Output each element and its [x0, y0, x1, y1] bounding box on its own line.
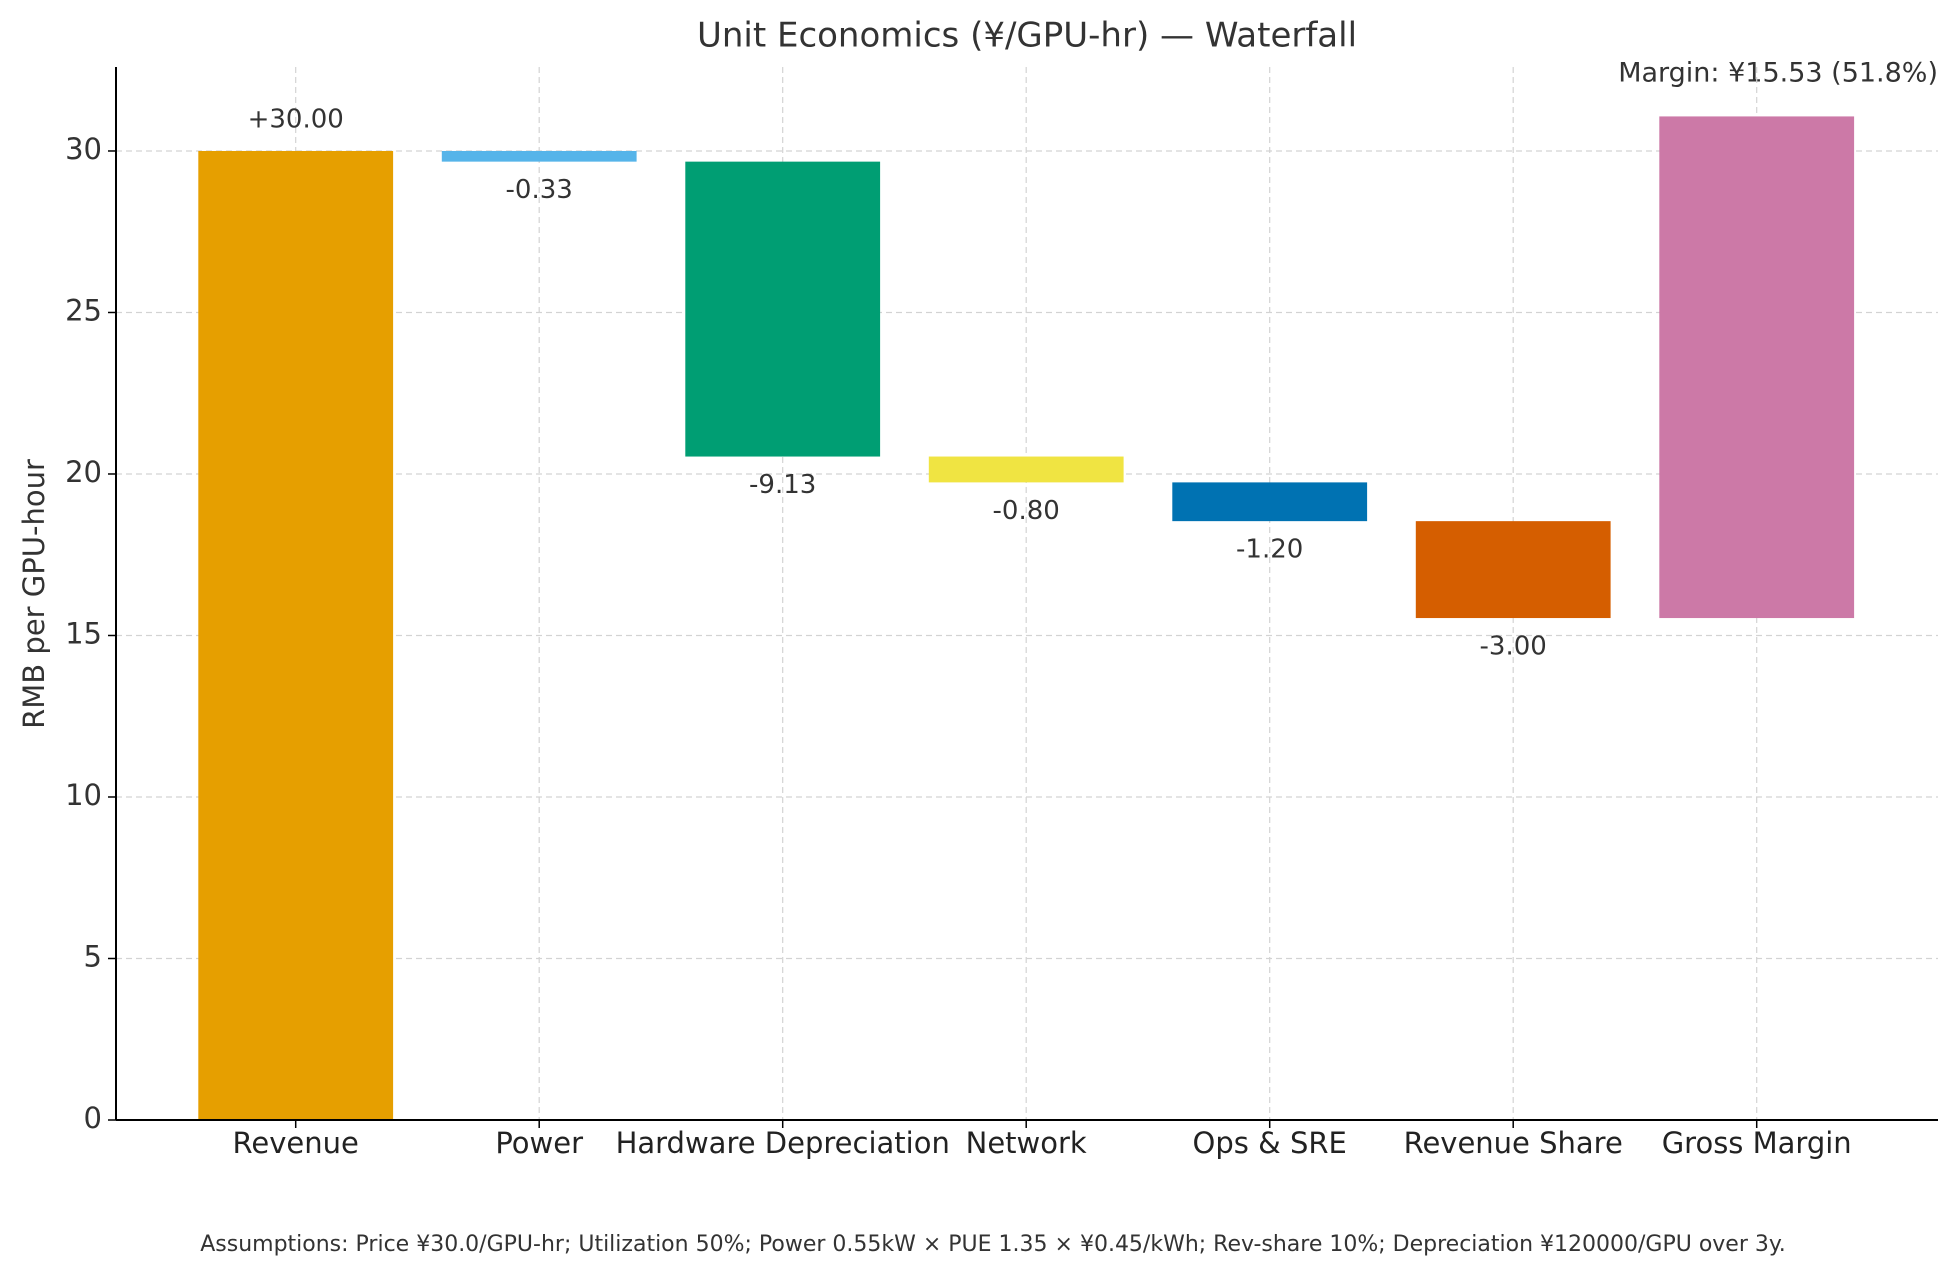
y-tick-label: 5 — [84, 939, 102, 973]
y-tick-label: 20 — [65, 455, 102, 489]
value-label: +30.00 — [248, 104, 344, 134]
bar — [928, 456, 1124, 483]
bar — [1415, 521, 1611, 619]
y-axis-label: RMB per GPU-hour — [17, 459, 51, 729]
footnote: Assumptions: Price ¥30.0/GPU-hr; Utiliza… — [200, 1232, 1786, 1257]
y-tick-label: 10 — [65, 778, 102, 812]
value-label: -1.20 — [1236, 535, 1303, 565]
y-tick-label: 0 — [84, 1101, 102, 1135]
value-label: -0.33 — [506, 175, 573, 205]
chart-title: Unit Economics (¥/GPU-hr) — Waterfall — [697, 16, 1357, 56]
value-label: -3.00 — [1480, 632, 1547, 662]
bar — [1659, 116, 1855, 619]
value-label: -0.80 — [993, 496, 1060, 526]
x-tick-label: Revenue Share — [1404, 1126, 1623, 1160]
x-tick-label: Network — [966, 1126, 1087, 1160]
y-tick-label: 30 — [65, 132, 102, 166]
bar — [685, 161, 881, 457]
x-tick-label: Ops & SRE — [1193, 1126, 1347, 1160]
x-tick-label: Hardware Depreciation — [616, 1126, 950, 1160]
value-label: -9.13 — [749, 470, 816, 500]
y-tick-label: 25 — [65, 293, 102, 327]
x-tick-label: Revenue — [233, 1126, 359, 1160]
x-tick-label: Power — [495, 1126, 583, 1160]
annotation: Margin: ¥15.53 (51.8%) — [1618, 58, 1938, 89]
bar — [198, 150, 394, 1121]
y-tick-label: 15 — [65, 616, 102, 650]
bar — [1172, 482, 1368, 522]
x-tick-label: Gross Margin — [1662, 1126, 1852, 1160]
bar — [441, 150, 637, 162]
